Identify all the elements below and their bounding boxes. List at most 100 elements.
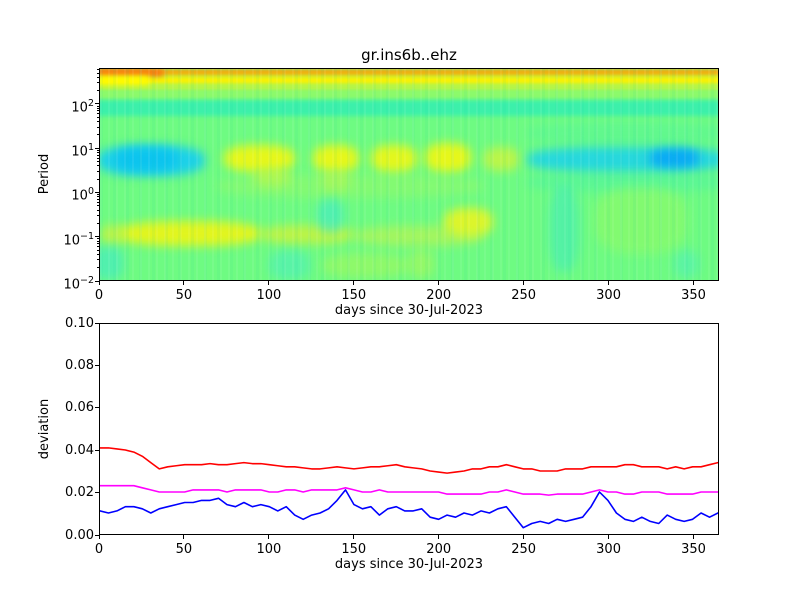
y-minor-tick — [96, 170, 99, 172]
bottom-y-axis-label: deviation — [37, 398, 52, 460]
x-tick — [98, 535, 100, 539]
y-tick-label: 0.08 — [65, 357, 94, 373]
series-line-magenta — [100, 484, 718, 496]
x-tick — [268, 281, 270, 285]
heatmap-feature — [443, 208, 493, 237]
x-tick — [438, 281, 440, 285]
y-minor-tick — [96, 178, 99, 180]
y-minor-tick — [96, 76, 99, 78]
y-tick-label: 10−1 — [63, 230, 94, 249]
y-tick — [95, 147, 99, 149]
y-tick-label: 0.06 — [65, 400, 94, 416]
y-minor-tick — [96, 240, 99, 242]
y-minor-tick — [96, 107, 99, 109]
heatmap-feature — [118, 221, 261, 246]
y-tick-label: 0.10 — [65, 315, 94, 331]
y-minor-tick — [96, 90, 99, 92]
y-tick-label: 102 — [71, 97, 94, 116]
deviation-lines-svg — [100, 447, 718, 529]
y-tick — [95, 322, 99, 324]
heatmap-feature — [100, 224, 126, 245]
y-minor-tick — [96, 259, 99, 261]
heatmap-feature — [370, 145, 417, 173]
heatmap-feature — [548, 185, 580, 273]
x-tick-label: 300 — [596, 288, 621, 303]
top-x-axis-label: days since 30-Jul-2023 — [334, 303, 484, 318]
heatmap-feature — [269, 250, 310, 280]
x-tick-label: 100 — [256, 288, 282, 303]
x-tick-label: 150 — [341, 288, 367, 303]
y-tick — [95, 191, 99, 193]
y-minor-tick — [96, 201, 99, 203]
heatmap-band — [100, 76, 718, 86]
x-tick — [523, 535, 525, 539]
x-tick — [608, 535, 610, 539]
heatmap-feature — [223, 145, 295, 173]
top-plot-area — [99, 68, 719, 281]
heatmap-feature — [594, 187, 688, 254]
x-tick-label: 350 — [681, 542, 706, 557]
heatmap-feature — [673, 250, 700, 279]
series-line-blue — [100, 489, 718, 529]
heatmap-feature — [216, 174, 483, 199]
heatmap-feature — [316, 199, 344, 233]
y-minor-tick — [96, 69, 99, 71]
y-minor-tick — [96, 249, 99, 251]
heatmap-feature — [482, 146, 520, 172]
x-tick — [438, 535, 440, 539]
y-minor-tick — [96, 113, 99, 115]
y-tick-label: 0.02 — [65, 485, 94, 501]
y-minor-tick — [96, 267, 99, 269]
spectrogram-heatmap — [100, 69, 718, 280]
y-tick — [95, 236, 99, 238]
x-tick — [693, 535, 695, 539]
y-minor-tick — [96, 105, 99, 107]
y-minor-tick — [96, 209, 99, 211]
y-minor-tick — [96, 165, 99, 167]
x-tick — [353, 281, 355, 285]
x-tick-label: 0 — [94, 288, 104, 303]
x-tick — [523, 281, 525, 285]
y-minor-tick — [96, 246, 99, 248]
y-tick-label: 0.04 — [65, 442, 94, 458]
heatmap-feature — [100, 69, 163, 76]
y-minor-tick — [96, 72, 99, 74]
heatmap-feature — [320, 170, 351, 191]
series-line-red — [100, 447, 718, 474]
heatmap-feature — [115, 148, 178, 172]
y-tick — [95, 364, 99, 366]
y-tick-label: 10−2 — [63, 275, 94, 293]
y-minor-tick — [96, 121, 99, 123]
y-minor-tick — [96, 126, 99, 128]
bottom-plot-area — [99, 323, 719, 535]
y-minor-tick — [96, 243, 99, 245]
y-minor-tick — [96, 222, 99, 224]
x-tick — [98, 281, 100, 285]
heatmap-band — [100, 85, 718, 91]
x-tick — [608, 281, 610, 285]
y-minor-tick — [96, 157, 99, 159]
y-minor-tick — [96, 154, 99, 156]
y-tick-label: 101 — [71, 142, 94, 160]
x-tick — [353, 535, 355, 539]
y-tick-label: 100 — [71, 186, 94, 204]
y-minor-tick — [96, 152, 99, 154]
heatmap-feature — [254, 167, 292, 188]
y-minor-tick — [96, 205, 99, 207]
y-tick — [95, 280, 99, 282]
top-y-axis-label: Period — [37, 153, 52, 195]
heatmap-feature — [425, 143, 471, 173]
x-tick-label: 250 — [511, 542, 537, 557]
heatmap-band — [100, 99, 718, 116]
x-tick-label: 100 — [256, 542, 282, 557]
y-minor-tick — [96, 116, 99, 118]
heatmap-feature — [650, 148, 700, 168]
y-tick — [95, 407, 99, 409]
heatmap-feature — [408, 250, 434, 279]
heatmap-feature — [100, 76, 150, 86]
heatmap-feature — [313, 145, 360, 173]
x-tick-label: 150 — [341, 542, 367, 557]
heatmap-band — [100, 69, 718, 76]
x-tick-label: 0 — [94, 542, 104, 557]
